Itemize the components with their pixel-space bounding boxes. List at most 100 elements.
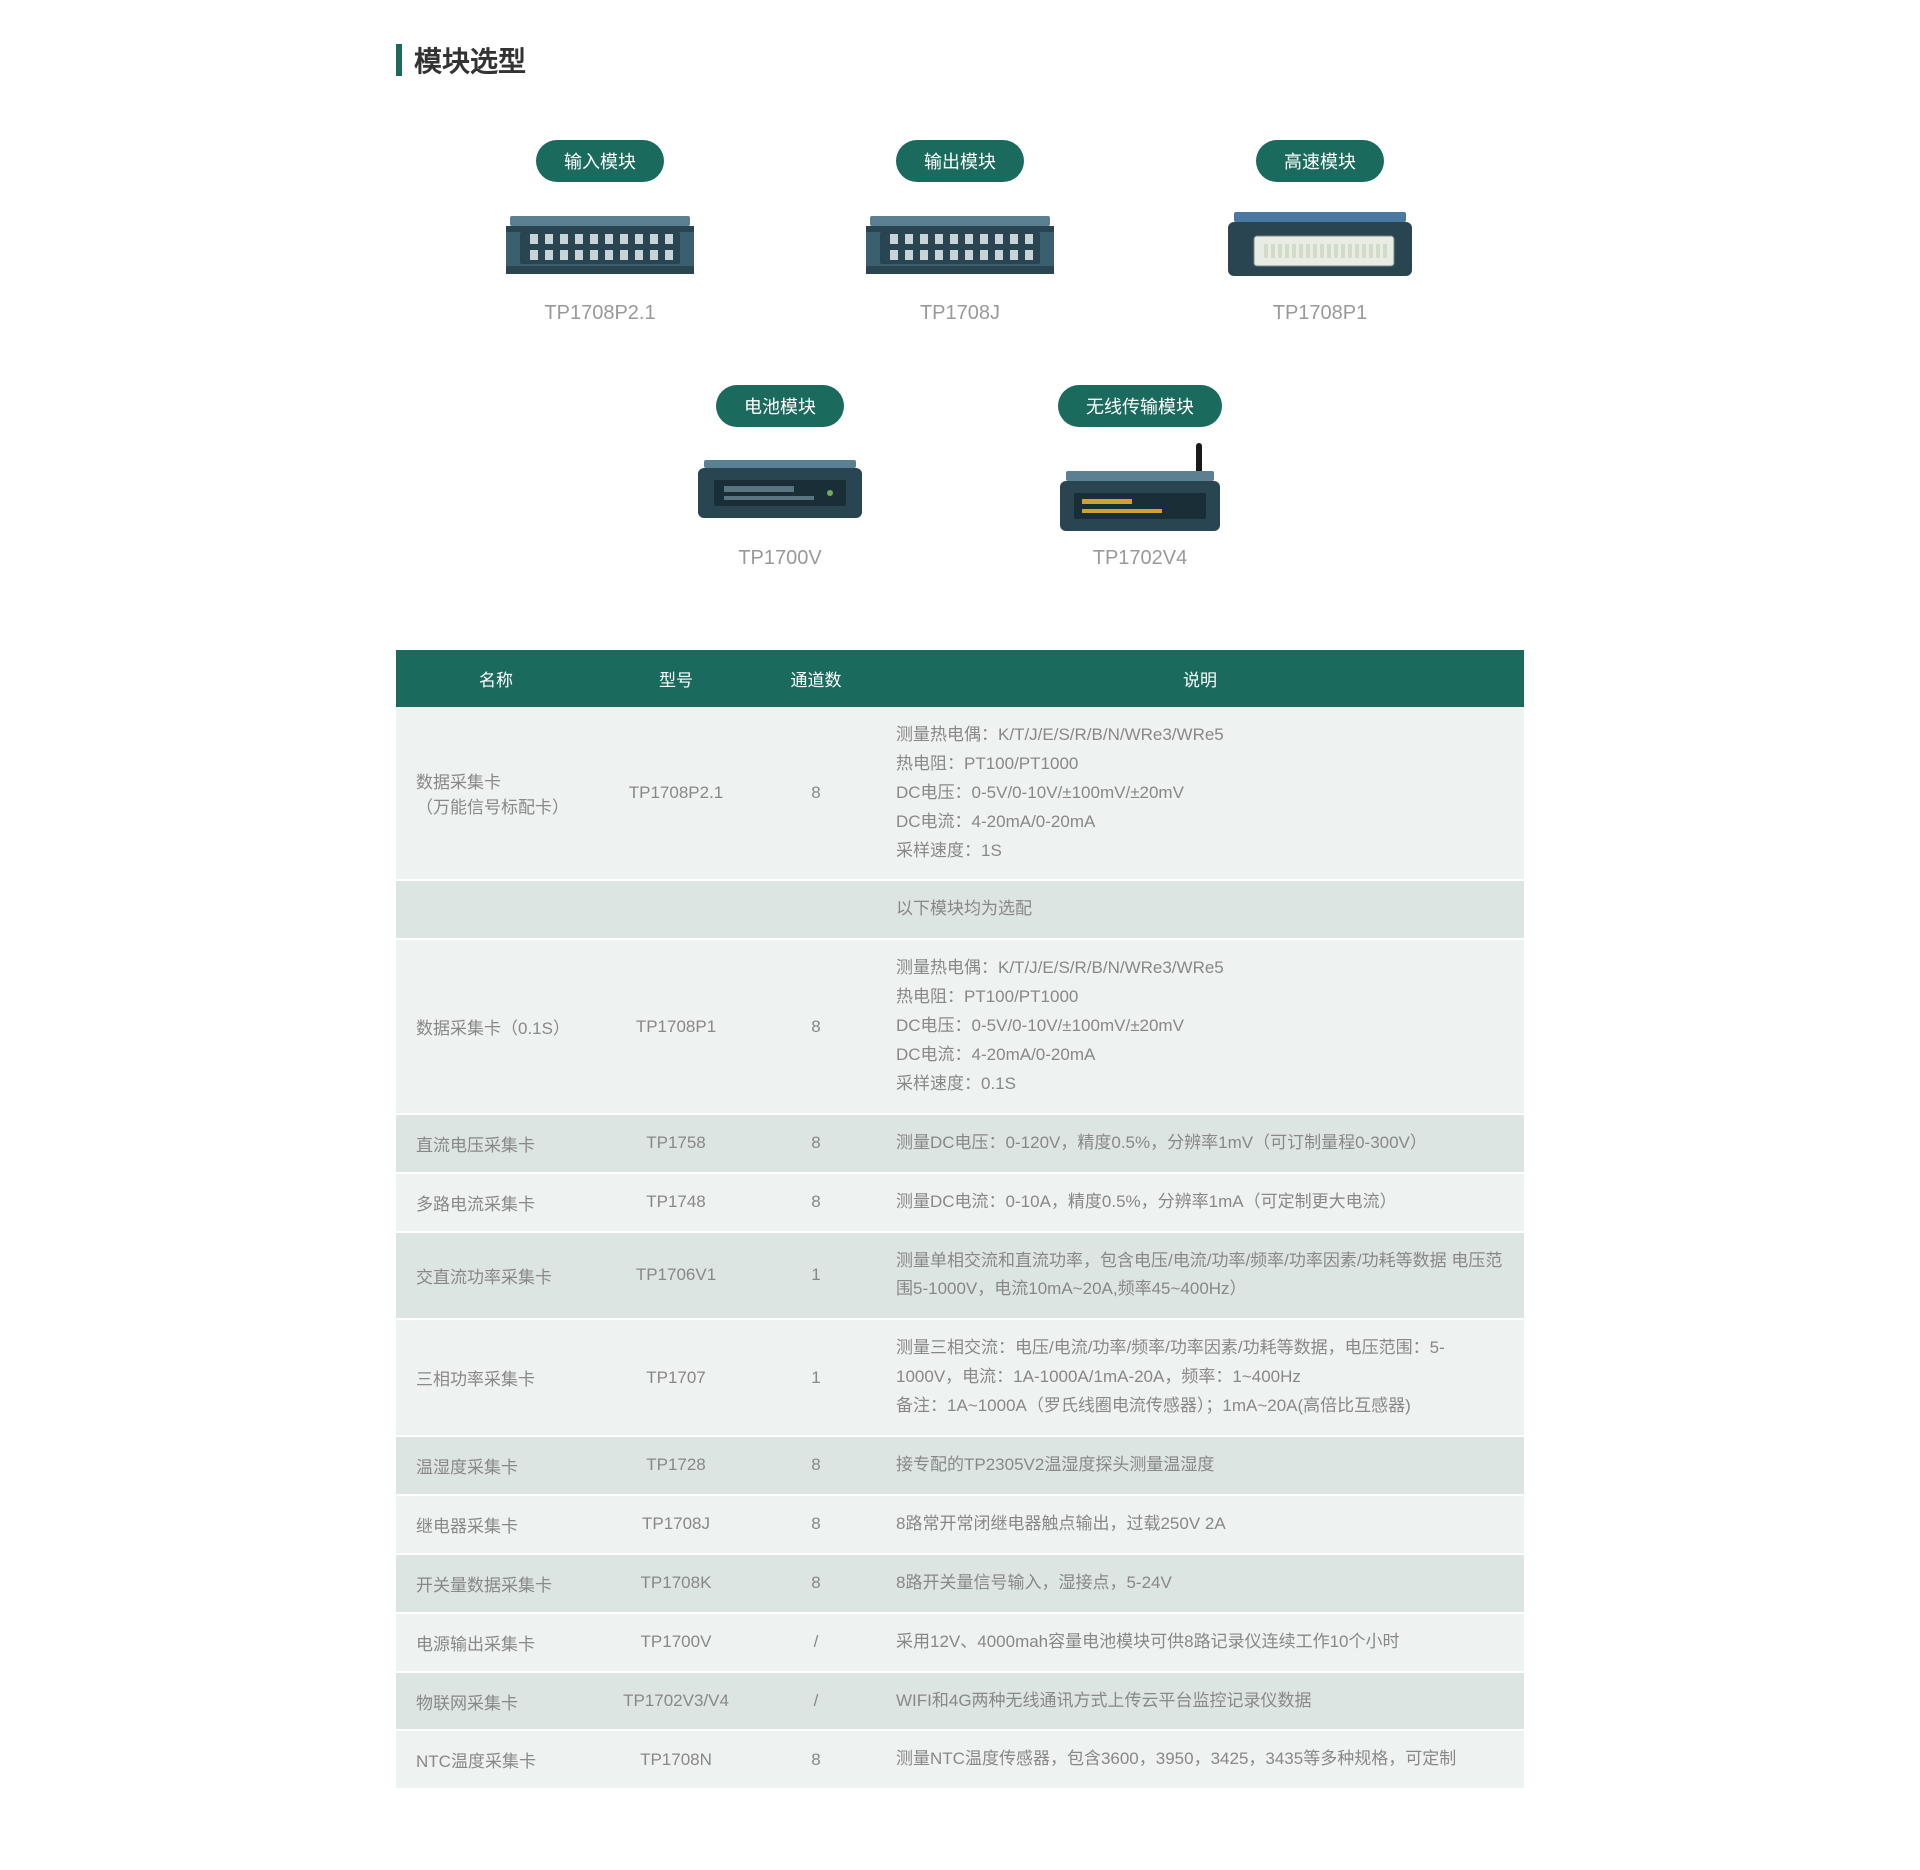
module-item: 输入模块 TP1708P2.1 [490,140,710,325]
table-row: 三相功率采集卡 TP1707 1 测量三相交流：电压/电流/功率/频率/功率因素… [396,1319,1524,1436]
desc-line: WIFI和4G两种无线通讯方式上传云平台监控记录仪数据 [896,1687,1504,1716]
cell-model: TP1708N [596,1730,756,1789]
cell-channels: 1 [756,1319,876,1436]
table-row: 温湿度采集卡 TP1728 8 接专配的TP2305V2温湿度探头测量温湿度 [396,1436,1524,1495]
table-row: 交直流功率采集卡 TP1706V1 1 测量单相交流和直流功率，包含电压/电流/… [396,1232,1524,1320]
desc-line: 测量DC电流：0-10A，精度0.5%，分辨率1mA（可定制更大电流） [896,1188,1504,1217]
cell-name: NTC温度采集卡 [396,1730,596,1789]
cell-name: 温湿度采集卡 [396,1436,596,1495]
table-body: 数据采集卡（万能信号标配卡） TP1708P2.1 8 测量热电偶：K/T/J/… [396,707,1524,1789]
cell-model: TP1728 [596,1436,756,1495]
cell-name: 直流电压采集卡 [396,1114,596,1173]
module-item: 输出模块 TP1708J [850,140,1070,325]
modules-row-bottom: 电池模块 TP1700V 无线传输模块 TP1702V4 [396,385,1524,570]
desc-line: 测量三相交流：电压/电流/功率/频率/功率因素/功耗等数据，电压范围：5-100… [896,1334,1504,1392]
cell-desc: 测量三相交流：电压/电流/功率/频率/功率因素/功耗等数据，电压范围：5-100… [876,1319,1524,1436]
cell-model: TP1706V1 [596,1232,756,1320]
cell-desc: 8路常开常闭继电器触点输出，过载250V 2A [876,1495,1524,1554]
module-label: TP1708J [920,302,1000,325]
cell-desc: 8路开关量信号输入，湿接点，5-24V [876,1554,1524,1613]
cell-desc: 测量DC电流：0-10A，精度0.5%，分辨率1mA（可定制更大电流） [876,1173,1524,1232]
module-badge: 高速模块 [1256,140,1384,182]
desc-line: DC电压：0-5V/0-10V/±100mV/±20mV [896,779,1504,808]
cell-channels: 8 [756,1730,876,1789]
module-label: TP1700V [738,547,821,570]
cell-desc: 测量单相交流和直流功率，包含电压/电流/功率/频率/功率因素/功耗等数据 电压范… [876,1232,1524,1320]
cell-channels [756,880,876,939]
module-badge: 输入模块 [536,140,664,182]
title-accent-bar [396,44,402,76]
table-row: NTC温度采集卡 TP1708N 8 测量NTC温度传感器，包含3600，395… [396,1730,1524,1789]
cell-desc: 测量DC电压：0-120V，精度0.5%，分辨率1mV（可订制量程0-300V） [876,1114,1524,1173]
cell-channels: 8 [756,707,876,880]
cell-channels: 8 [756,1173,876,1232]
table-row: 数据采集卡（0.1S） TP1708P1 8 测量热电偶：K/T/J/E/S/R… [396,939,1524,1113]
cell-channels: 8 [756,939,876,1113]
th-desc: 说明 [876,650,1524,707]
cell-channels: 8 [756,1495,876,1554]
desc-line: 接专配的TP2305V2温湿度探头测量温湿度 [896,1451,1504,1480]
table-row: 直流电压采集卡 TP1758 8 测量DC电压：0-120V，精度0.5%，分辨… [396,1114,1524,1173]
desc-line: 热电阻：PT100/PT1000 [896,750,1504,779]
cell-channels: 8 [756,1114,876,1173]
cell-desc: 以下模块均为选配 [876,880,1524,939]
module-item: 无线传输模块 TP1702V4 [1030,385,1250,570]
cell-channels: / [756,1613,876,1672]
desc-line: DC电压：0-5V/0-10V/±100mV/±20mV [896,1012,1504,1041]
cell-model: TP1702V3/V4 [596,1672,756,1731]
cell-name: 三相功率采集卡 [396,1319,596,1436]
module-label: TP1702V4 [1093,547,1188,570]
cell-model: TP1700V [596,1613,756,1672]
module-image [1040,451,1240,531]
cell-model: TP1708P2.1 [596,707,756,880]
cell-desc: 测量热电偶：K/T/J/E/S/R/B/N/WRe3/WRe5热电阻：PT100… [876,939,1524,1113]
module-badge: 无线传输模块 [1058,385,1222,427]
table-row: 数据采集卡（万能信号标配卡） TP1708P2.1 8 测量热电偶：K/T/J/… [396,707,1524,880]
cell-name [396,880,596,939]
desc-line: 8路常开常闭继电器触点输出，过载250V 2A [896,1510,1504,1539]
th-channels: 通道数 [756,650,876,707]
cell-name: 开关量数据采集卡 [396,1554,596,1613]
cell-model: TP1708J [596,1495,756,1554]
table-row: 多路电流采集卡 TP1748 8 测量DC电流：0-10A，精度0.5%，分辨率… [396,1173,1524,1232]
table-row: 物联网采集卡 TP1702V3/V4 / WIFI和4G两种无线通讯方式上传云平… [396,1672,1524,1731]
module-item: 电池模块 TP1700V [670,385,890,570]
desc-line: 以下模块均为选配 [896,895,1504,924]
desc-line: 测量NTC温度传感器，包含3600，3950，3425，3435等多种规格，可定… [896,1745,1504,1774]
cell-channels: 8 [756,1554,876,1613]
desc-line: 测量DC电压：0-120V，精度0.5%，分辨率1mV（可订制量程0-300V） [896,1129,1504,1158]
cell-model: TP1708P1 [596,939,756,1113]
cell-name: 交直流功率采集卡 [396,1232,596,1320]
desc-line: 测量单相交流和直流功率，包含电压/电流/功率/频率/功率因素/功耗等数据 电压范… [896,1247,1504,1305]
cell-model: TP1708K [596,1554,756,1613]
cell-desc: 接专配的TP2305V2温湿度探头测量温湿度 [876,1436,1524,1495]
desc-line: 测量热电偶：K/T/J/E/S/R/B/N/WRe3/WRe5 [896,954,1504,983]
module-item: 高速模块 TP1708P1 [1210,140,1430,325]
cell-name: 物联网采集卡 [396,1672,596,1731]
desc-line: 采样速度：0.1S [896,1070,1504,1099]
table-row: 开关量数据采集卡 TP1708K 8 8路开关量信号输入，湿接点，5-24V [396,1554,1524,1613]
th-model: 型号 [596,650,756,707]
table-header-row: 名称 型号 通道数 说明 [396,650,1524,707]
module-badge: 输出模块 [896,140,1024,182]
module-image [860,206,1060,286]
module-label: TP1708P1 [1273,302,1368,325]
cell-desc: 采用12V、4000mah容量电池模块可供8路记录仪连续工作10个小时 [876,1613,1524,1672]
cell-name: 电源输出采集卡 [396,1613,596,1672]
cell-name: 继电器采集卡 [396,1495,596,1554]
table-row: 以下模块均为选配 [396,880,1524,939]
cell-name: 数据采集卡（万能信号标配卡） [396,707,596,880]
modules-row-top: 输入模块 TP1708P2.1 输出模块 TP1708J 高速模块 TP1708… [396,140,1524,325]
desc-line: 热电阻：PT100/PT1000 [896,983,1504,1012]
cell-model: TP1758 [596,1114,756,1173]
table-row: 电源输出采集卡 TP1700V / 采用12V、4000mah容量电池模块可供8… [396,1613,1524,1672]
cell-model: TP1748 [596,1173,756,1232]
desc-line: 采用12V、4000mah容量电池模块可供8路记录仪连续工作10个小时 [896,1628,1504,1657]
desc-line: DC电流：4-20mA/0-20mA [896,1041,1504,1070]
desc-line: DC电流：4-20mA/0-20mA [896,808,1504,837]
module-badge: 电池模块 [716,385,844,427]
desc-line: 采样速度：1S [896,837,1504,866]
cell-channels: / [756,1672,876,1731]
cell-name: 数据采集卡（0.1S） [396,939,596,1113]
cell-model [596,880,756,939]
